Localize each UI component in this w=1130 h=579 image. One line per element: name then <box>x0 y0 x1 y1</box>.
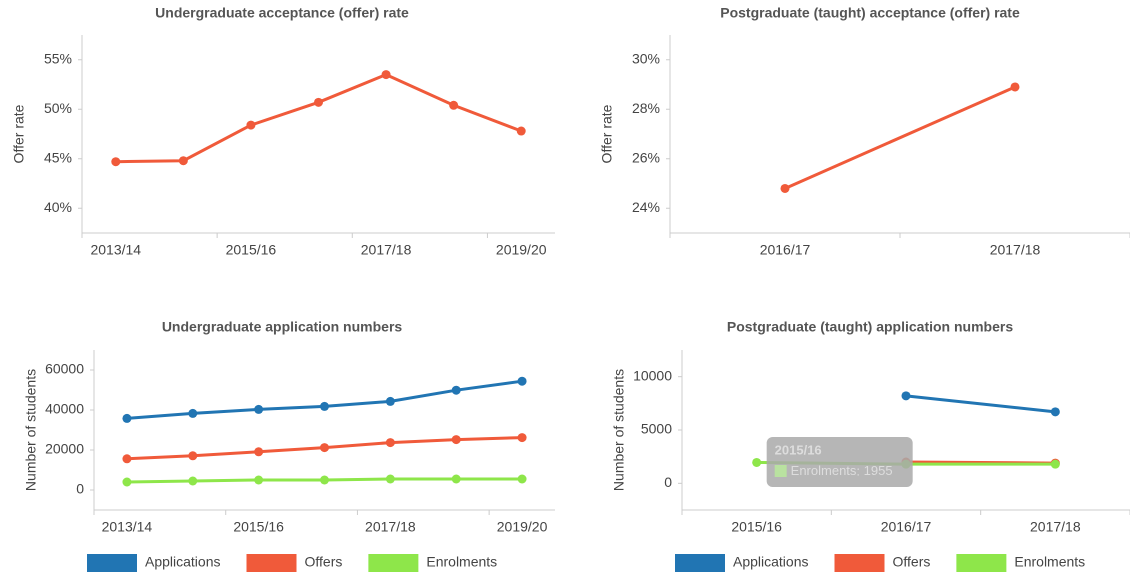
chart-title: Postgraduate (taught) acceptance (offer)… <box>720 5 1020 21</box>
data-point <box>451 385 461 395</box>
x-tick-label: 2017/18 <box>1030 519 1081 535</box>
data-point <box>188 476 198 486</box>
chart-title: Undergraduate application numbers <box>162 319 403 335</box>
data-point <box>752 457 762 467</box>
y-tick-label: 60000 <box>45 361 84 377</box>
data-point <box>246 120 256 130</box>
data-point <box>451 435 461 445</box>
legend-swatch <box>368 554 419 572</box>
x-tick-label: 2015/16 <box>226 242 277 258</box>
y-axis-label: Offer rate <box>599 104 615 163</box>
legend-swatch <box>87 554 137 572</box>
data-point <box>188 408 198 418</box>
x-tick-label: 2019/20 <box>496 242 547 258</box>
series-line <box>784 85 1016 190</box>
series-line <box>115 72 522 164</box>
y-tick-label: 28% <box>632 100 660 116</box>
legend-label: Offers <box>893 554 931 570</box>
data-point <box>320 401 329 411</box>
data-point <box>385 438 395 448</box>
data-point <box>314 97 323 107</box>
y-tick-label: 40000 <box>45 401 84 417</box>
data-point <box>517 474 527 484</box>
y-tick-label: 10000 <box>633 367 672 383</box>
y-axis-label: Number of students <box>611 369 627 491</box>
data-point <box>122 454 132 464</box>
data-point <box>1050 459 1060 469</box>
data-point <box>320 443 329 453</box>
data-point <box>320 475 329 485</box>
data-point <box>517 433 527 443</box>
legend-swatch <box>675 554 725 572</box>
y-tick-label: 40% <box>44 199 72 215</box>
data-point <box>381 70 391 80</box>
data-point <box>780 183 790 193</box>
data-point <box>901 391 911 401</box>
data-point <box>188 451 198 461</box>
legend-swatch <box>834 554 885 572</box>
tooltip-swatch <box>774 465 787 477</box>
y-tick-label: 30% <box>632 50 660 66</box>
y-tick-label: 5000 <box>641 421 672 437</box>
data-point <box>385 474 395 484</box>
data-point <box>451 474 461 484</box>
data-point <box>516 126 526 136</box>
x-tick-label: 2015/16 <box>233 519 284 535</box>
data-point <box>111 157 121 167</box>
chart-title: Undergraduate acceptance (offer) rate <box>155 5 409 21</box>
chart-title: Postgraduate (taught) application number… <box>727 319 1013 335</box>
data-point <box>1010 82 1020 92</box>
data-point <box>254 475 264 485</box>
data-point <box>122 413 132 423</box>
x-tick-label: 2016/17 <box>760 242 811 258</box>
tooltip-series: Enrolments <box>791 463 857 478</box>
x-tick-label: 2017/18 <box>365 519 416 535</box>
y-tick-label: 50% <box>44 100 72 116</box>
tooltip <box>766 437 913 487</box>
legend-label: Offers <box>305 554 343 570</box>
y-axis-label: Offer rate <box>11 104 27 163</box>
y-axis-label: Number of students <box>23 369 39 491</box>
y-tick-label: 26% <box>632 149 660 165</box>
tooltip-value: 1955 <box>864 463 893 478</box>
x-tick-label: 2016/17 <box>881 519 932 535</box>
data-point <box>1050 407 1060 417</box>
y-tick-label: 0 <box>664 474 672 490</box>
legend-label: Enrolments <box>1014 554 1085 570</box>
x-tick-label: 2013/14 <box>102 519 153 535</box>
y-tick-label: 45% <box>44 149 72 165</box>
data-point <box>517 376 527 386</box>
series-line <box>126 379 523 420</box>
series-line <box>905 394 1056 414</box>
y-tick-label: 20000 <box>45 441 84 457</box>
y-tick-label: 55% <box>44 50 72 66</box>
legend-label: Applications <box>733 554 809 570</box>
legend-swatch <box>956 554 1007 572</box>
x-tick-label: 2015/16 <box>731 519 782 535</box>
data-point <box>449 100 459 110</box>
x-tick-label: 2017/18 <box>990 242 1041 258</box>
legend-swatch <box>246 554 297 572</box>
data-point <box>385 396 395 406</box>
x-tick-label: 2017/18 <box>361 242 412 258</box>
y-tick-label: 0 <box>76 481 84 497</box>
x-tick-label: 2019/20 <box>497 519 548 535</box>
data-point <box>178 156 188 166</box>
tooltip-text: Enrolments: 1955 <box>791 463 893 478</box>
y-tick-label: 24% <box>632 199 660 215</box>
x-tick-label: 2013/14 <box>90 242 141 258</box>
data-point <box>254 404 264 414</box>
legend-label: Applications <box>145 554 221 570</box>
tooltip-title: 2015/16 <box>775 442 822 457</box>
legend-label: Enrolments <box>426 554 497 570</box>
data-point <box>122 477 132 487</box>
data-point <box>254 447 264 457</box>
